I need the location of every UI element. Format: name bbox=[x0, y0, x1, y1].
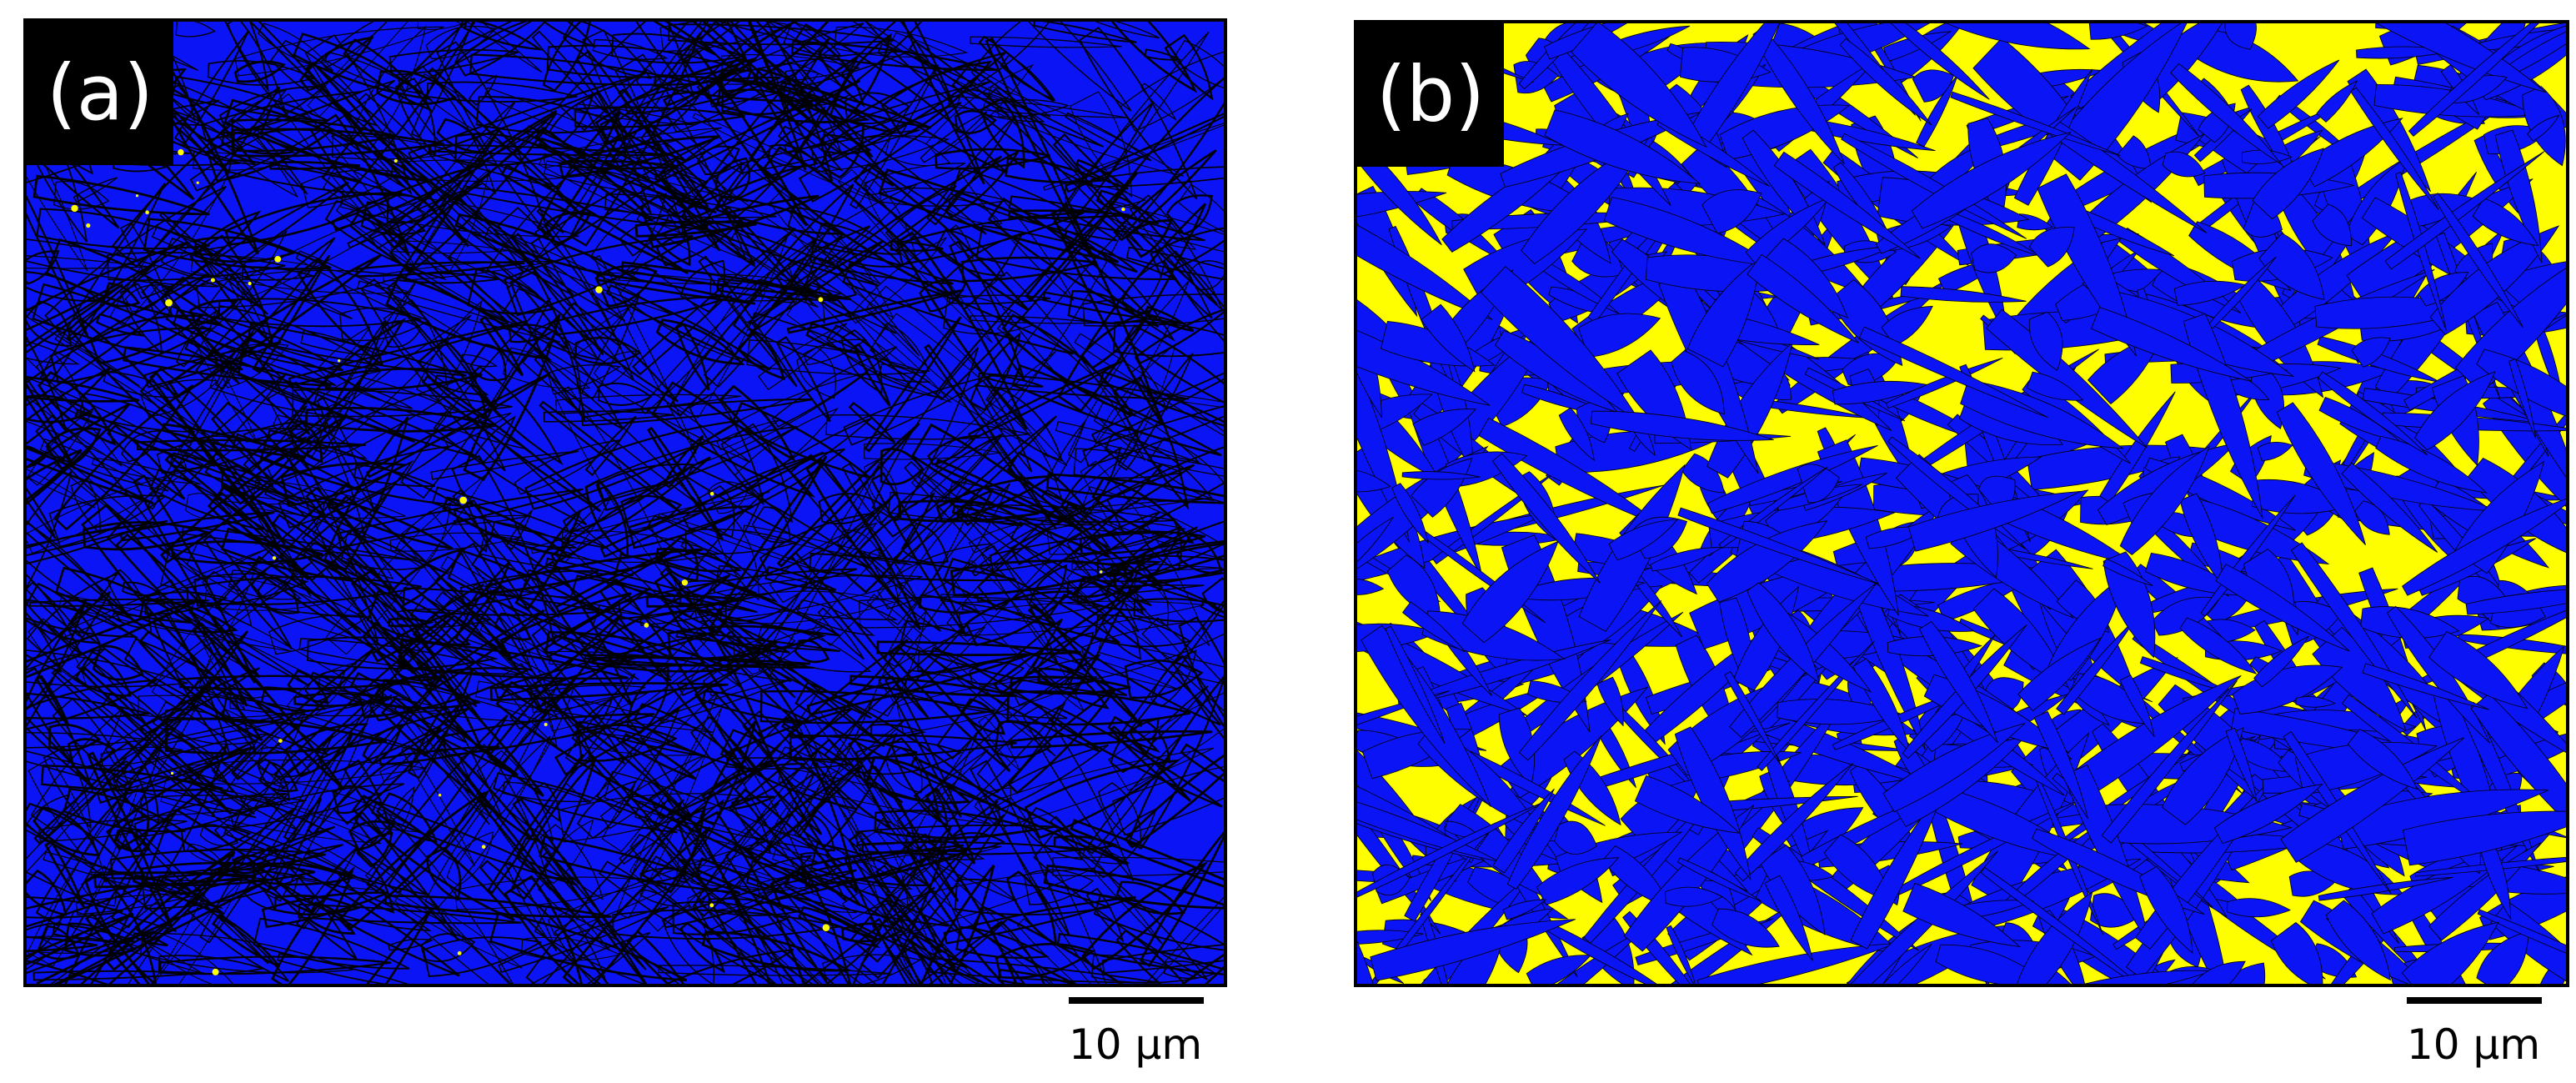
panel-label-b: (b) bbox=[1357, 23, 1504, 167]
panel-label-a: (a) bbox=[27, 22, 173, 165]
phase-map-image-b bbox=[1357, 23, 2566, 984]
grain-structure bbox=[27, 22, 1224, 984]
scale-bar-a bbox=[1069, 997, 1204, 1004]
scale-bar-label-b: 10 μm bbox=[2407, 1020, 2541, 1069]
grain-structure bbox=[1357, 23, 2566, 984]
scale-bar-b bbox=[2407, 997, 2542, 1004]
ebsd-phase-map-a: (a) bbox=[23, 18, 1227, 987]
phase-map-image-a bbox=[27, 22, 1224, 984]
scale-bar-label-a: 10 μm bbox=[1069, 1020, 1203, 1069]
ebsd-phase-map-b: (b) bbox=[1354, 20, 2569, 987]
